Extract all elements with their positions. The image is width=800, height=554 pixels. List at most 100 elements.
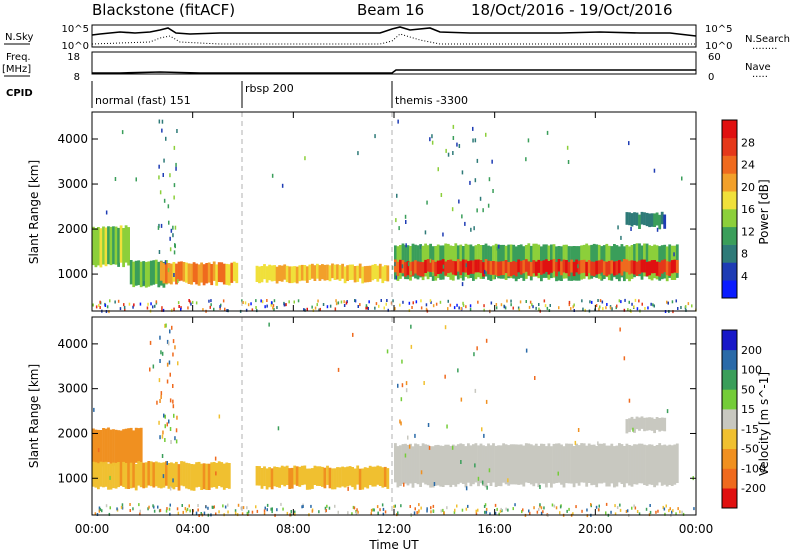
velocity-cell (162, 474, 165, 479)
power-cell (165, 263, 168, 284)
power-cell (590, 261, 594, 276)
power-cell (653, 213, 656, 227)
velocity-cell (557, 443, 561, 483)
velocity-cell (266, 508, 268, 512)
velocity-cell (409, 443, 412, 484)
power-cell (495, 303, 498, 306)
velocity-cell (414, 433, 416, 438)
power-cell (469, 260, 473, 274)
velocity-cell (408, 444, 411, 449)
velocity-cell (585, 445, 589, 487)
power-cell (575, 259, 578, 273)
velocity-cell (539, 485, 541, 489)
power-cell (303, 265, 307, 281)
power-cell (99, 300, 101, 304)
velocity-cell (533, 506, 535, 510)
velocity-cell (161, 351, 164, 356)
power-cell (202, 264, 206, 286)
velocity-cell (147, 461, 151, 486)
power-cell (175, 162, 177, 167)
power-cell (640, 211, 644, 225)
velocity-cell (382, 507, 385, 511)
power-cell (263, 264, 266, 280)
velocity-cell (405, 388, 408, 393)
power-cell (524, 259, 528, 272)
power-cell (359, 303, 361, 307)
power-cell (474, 178, 477, 183)
power-cell (572, 305, 574, 309)
power-cell (336, 264, 339, 280)
velocity-cell (102, 428, 105, 464)
power-cell (161, 128, 163, 133)
power-cell (691, 304, 693, 308)
velocity-cell (171, 325, 173, 330)
power-cell (620, 300, 622, 304)
power-cell (500, 303, 503, 307)
power-cell (137, 260, 141, 286)
power-cell (241, 299, 243, 303)
nsky-trace (91, 26, 697, 37)
velocity-cell (482, 445, 485, 486)
velocity-cell (356, 465, 360, 485)
power-cell (440, 193, 443, 197)
velocity-cell (165, 509, 168, 513)
power-cell (341, 263, 344, 279)
power-cell (420, 299, 422, 303)
power-cell (635, 212, 639, 226)
power-cell (658, 262, 662, 277)
velocity-cell (286, 511, 289, 515)
beam-label: Beam 16 (357, 1, 424, 19)
power-cell (638, 260, 641, 274)
velocity-cell (185, 462, 188, 489)
power-cell (507, 244, 511, 279)
velocity-cell (456, 504, 458, 508)
power-cell (476, 208, 478, 213)
nsearch-trace (91, 33, 696, 45)
velocity-cell (227, 503, 229, 507)
velocity-cell (295, 466, 299, 486)
power-cell (633, 260, 636, 275)
velocity-cell (370, 508, 373, 512)
power-cell (477, 300, 479, 304)
power-cell (685, 308, 687, 312)
velocity-cell (166, 461, 168, 465)
velocity-cell (677, 507, 679, 511)
power-cell (577, 260, 581, 275)
velocity-cell (500, 507, 502, 511)
velocity-cell (397, 383, 399, 388)
velocity-cell (465, 486, 468, 491)
power-cell (173, 273, 175, 277)
power-cell (543, 299, 546, 303)
velocity-cell (214, 456, 217, 461)
velocity-cell (166, 379, 169, 384)
power-cell (142, 261, 146, 287)
velocity-cell (416, 444, 420, 485)
velocity-cell (509, 444, 513, 485)
velocity-cell (633, 504, 635, 508)
power-cell (451, 207, 454, 212)
velocity-cell (104, 461, 108, 487)
power-cell (104, 227, 108, 267)
power-cell (275, 266, 279, 284)
power-cell (158, 250, 161, 254)
velocity-cell (411, 446, 415, 488)
velocity-cell (460, 397, 463, 402)
power-cell (488, 177, 491, 182)
power-cell (383, 265, 387, 281)
power-cell (467, 261, 470, 275)
power-cell (589, 300, 591, 304)
nave-legend: ..... (752, 69, 768, 80)
power-cell (146, 306, 149, 310)
power-cell (424, 259, 427, 273)
velocity-cell (107, 427, 110, 463)
velocity-cell (142, 462, 146, 489)
power-cell (272, 306, 274, 310)
power-cell (426, 259, 430, 272)
power-cell (337, 301, 340, 305)
velocity-cell (159, 435, 161, 440)
velocity-cell (159, 359, 161, 363)
velocity-cell (158, 378, 161, 383)
velocity-cell (377, 511, 379, 515)
power-cell (367, 307, 369, 310)
power-cell (617, 225, 619, 230)
